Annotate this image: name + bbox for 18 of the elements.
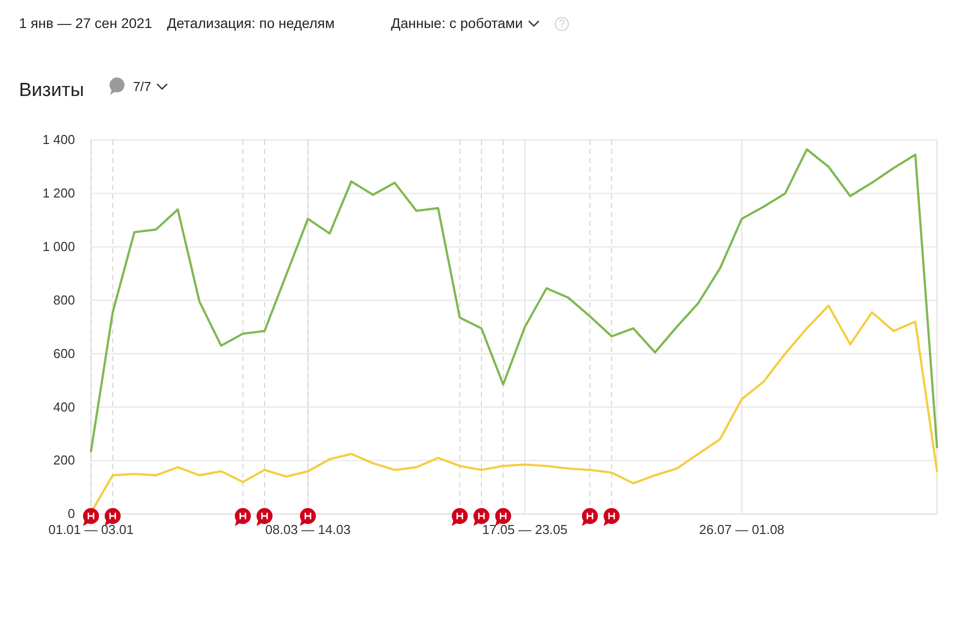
text: 7/7 (133, 79, 152, 94)
text: Данные: с роботами (391, 15, 523, 31)
y-tick-label: 600 (53, 346, 75, 361)
y-tick-label: 1 400 (42, 132, 75, 148)
y-tick-label: 800 (53, 292, 75, 308)
y-tick-label: 400 (53, 399, 75, 414)
y-tick-label: 1 000 (42, 239, 75, 254)
chart-title: Визиты (19, 80, 84, 101)
x-tick-label: 17.05 — 23.05 (482, 522, 568, 538)
y-tick-label: 1 200 (42, 186, 75, 201)
x-tick-label: 26.07 — 01.08 (699, 522, 784, 538)
x-tick-label: 08.03 — 14.03 (265, 522, 351, 538)
y-tick-label: 0 (68, 506, 75, 522)
x-tick-label: 01.01 — 03.01 (48, 522, 134, 538)
line-series (90, 148, 938, 452)
y-tick-label: 200 (53, 452, 75, 468)
text: 1 янв — 27 сен 2021 (19, 15, 152, 31)
text: Детализация: по неделям (167, 15, 335, 31)
